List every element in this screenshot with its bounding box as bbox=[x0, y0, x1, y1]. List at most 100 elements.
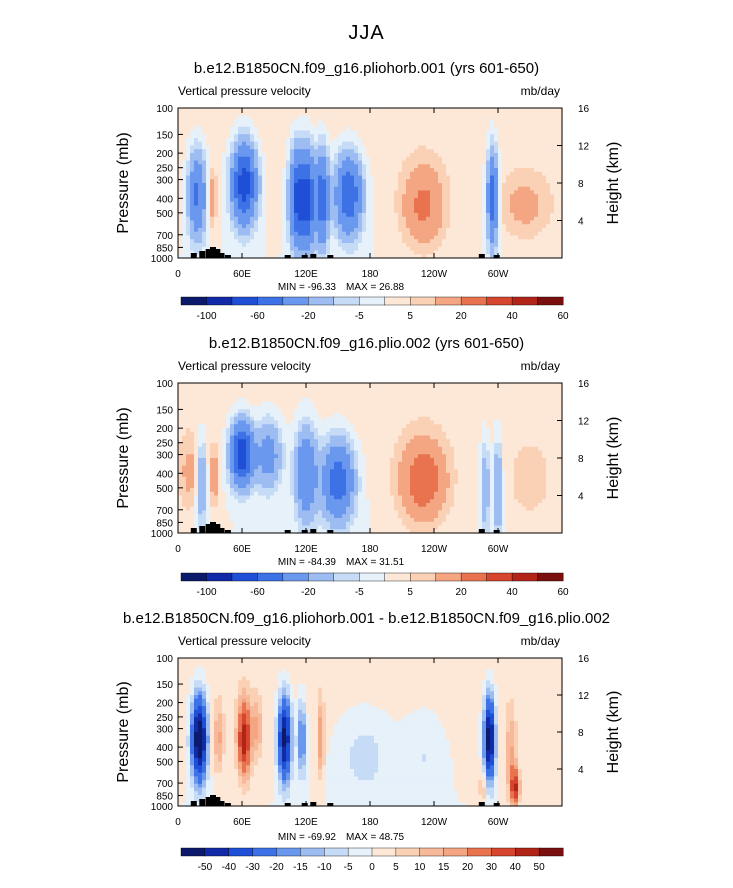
y2-tick-label: 16 bbox=[578, 379, 590, 390]
colorbar-label: -40 bbox=[222, 862, 237, 873]
colorbar-swatch bbox=[333, 296, 360, 306]
colorbar-label: -20 bbox=[269, 862, 284, 873]
colorbar-label: 30 bbox=[486, 862, 498, 873]
colorbar-swatch bbox=[308, 296, 335, 306]
y-tick-label: 850 bbox=[156, 243, 173, 254]
y2-tick-label: 16 bbox=[578, 104, 590, 115]
y-tick-label: 100 bbox=[156, 379, 173, 390]
heatmap-field bbox=[178, 383, 563, 534]
y2-tick-label: 16 bbox=[578, 654, 590, 665]
topography-block bbox=[190, 801, 197, 806]
y2-tick-label: 8 bbox=[578, 179, 584, 190]
colorbar-swatch bbox=[486, 296, 513, 306]
topography-block bbox=[224, 803, 231, 806]
colorbar-swatch bbox=[308, 572, 335, 582]
y-tick-label: 300 bbox=[156, 451, 173, 462]
colorbar-swatch bbox=[333, 572, 360, 582]
colorbar-label: -5 bbox=[355, 587, 364, 598]
y-tick-label: 200 bbox=[156, 424, 173, 435]
colorbar-swatch bbox=[228, 847, 254, 857]
y-tick-label: 250 bbox=[156, 439, 173, 450]
max-label: MAX = 48.75 bbox=[346, 832, 405, 843]
x-tick-label: 60W bbox=[488, 544, 509, 555]
colorbar-label: -30 bbox=[245, 862, 260, 873]
chart-panel-1: Vertical pressure velocity mb/day 0 60E 120E… bbox=[115, 84, 622, 322]
colorbar-label: 15 bbox=[438, 862, 450, 873]
y-tick-label: 700 bbox=[156, 506, 173, 517]
colorbar-swatch bbox=[537, 572, 564, 582]
y-tick-label: 100 bbox=[156, 654, 173, 665]
topography-block bbox=[284, 803, 291, 806]
colorbar-swatch bbox=[231, 572, 258, 582]
colorbar-swatch bbox=[257, 572, 284, 582]
colorbar-swatch bbox=[460, 296, 488, 306]
colorbar-label: 60 bbox=[557, 311, 569, 322]
topography-block bbox=[199, 799, 206, 806]
max-label: MAX = 31.51 bbox=[346, 557, 405, 568]
x-tick-label: 60E bbox=[233, 269, 251, 280]
colorbar-swatch bbox=[491, 847, 516, 857]
colorbar-swatch bbox=[231, 296, 258, 306]
y-tick-label: 500 bbox=[156, 757, 173, 768]
heatmap-field bbox=[178, 108, 563, 259]
topography-block bbox=[478, 529, 485, 533]
colorbar: -100 -60 -20 -5 5 20 40 60 bbox=[180, 296, 569, 322]
topography-block bbox=[284, 255, 291, 258]
topography-block bbox=[210, 247, 216, 258]
panel-1-title: b.e12.B1850CN.f09_g16.pliohorb.001 (yrs … bbox=[193, 60, 540, 77]
colorbar-swatch bbox=[359, 572, 386, 582]
colorbar-swatch bbox=[180, 296, 207, 306]
colorbar-label: 40 bbox=[507, 587, 519, 598]
topography-block bbox=[218, 253, 225, 258]
colorbar-swatch bbox=[486, 572, 513, 582]
units-label: mb/day bbox=[521, 84, 560, 98]
topography-block bbox=[327, 530, 334, 533]
min-label: MIN = -96.33 bbox=[278, 282, 337, 293]
x-tick-label: 0 bbox=[175, 544, 181, 555]
y-tick-label: 150 bbox=[156, 130, 173, 141]
colorbar-swatch bbox=[467, 847, 492, 857]
colorbar-swatch bbox=[347, 847, 373, 857]
x-tick-label: 180 bbox=[362, 544, 379, 555]
topography-block bbox=[214, 249, 221, 258]
colorbar-swatch bbox=[180, 847, 206, 857]
topography-block bbox=[218, 801, 225, 806]
chart-panel-2: Vertical pressure velocity mb/day 0 60E 120E… bbox=[115, 359, 622, 598]
colorbar-label: 40 bbox=[507, 311, 519, 322]
colorbar: -50 -40 -30 -20 -15 -10 -5 0 5 10 15 20 30 40 50 bbox=[180, 847, 564, 873]
colorbar-swatch bbox=[511, 572, 539, 582]
y-axis-title: Pressure (mb) bbox=[115, 407, 132, 508]
colorbar-label: -100 bbox=[196, 311, 216, 322]
panel-3-title: b.e12.B1850CN.f09_g16.pliohorb.001 - b.e… bbox=[122, 610, 611, 627]
y2-axis-title: Height (km) bbox=[605, 417, 622, 500]
topography bbox=[190, 247, 500, 258]
colorbar-label: 5 bbox=[393, 862, 399, 873]
colorbar-swatch bbox=[538, 847, 564, 857]
colorbar-swatch bbox=[419, 847, 445, 857]
colorbar-label: -10 bbox=[317, 862, 332, 873]
units-label: mb/day bbox=[521, 359, 560, 373]
x-tick-label: 180 bbox=[362, 269, 379, 280]
colorbar-label: 10 bbox=[414, 862, 426, 873]
colorbar-swatch bbox=[180, 572, 207, 582]
y-tick-label: 250 bbox=[156, 713, 173, 724]
x-tick-label: 180 bbox=[362, 817, 379, 828]
y2-tick-label: 12 bbox=[578, 691, 590, 702]
x-tick-label: 120W bbox=[421, 817, 448, 828]
topography-block bbox=[493, 255, 500, 258]
colorbar-swatch bbox=[395, 847, 421, 857]
colorbar-swatch bbox=[410, 572, 437, 582]
colorbar-swatch bbox=[276, 847, 301, 857]
colorbar-label: 20 bbox=[456, 587, 468, 598]
figure-title: JJA bbox=[348, 22, 385, 44]
colorbar-swatch bbox=[371, 847, 397, 857]
colorbar-swatch bbox=[460, 572, 488, 582]
topography-block bbox=[214, 797, 221, 806]
colorbar-swatch bbox=[206, 296, 233, 306]
topography-block bbox=[205, 524, 212, 533]
min-label: MIN = -84.39 bbox=[278, 557, 337, 568]
colorbar-swatch bbox=[300, 847, 325, 857]
y-tick-label: 500 bbox=[156, 484, 173, 495]
y-tick-label: 150 bbox=[156, 680, 173, 691]
topography-block bbox=[493, 530, 500, 533]
